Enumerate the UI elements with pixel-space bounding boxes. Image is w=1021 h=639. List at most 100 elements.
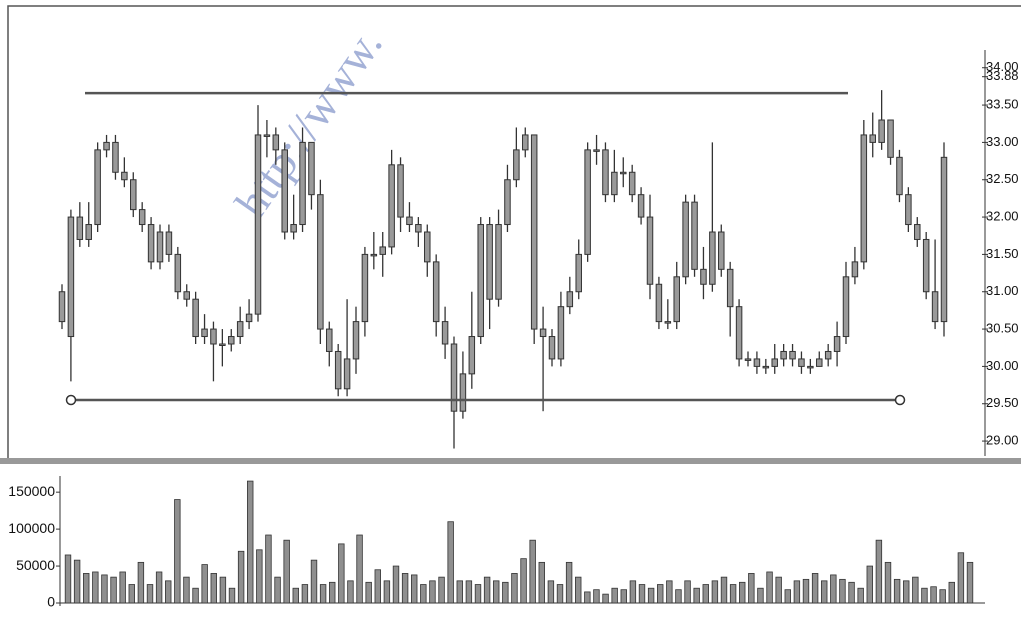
volume-bar [165, 580, 172, 604]
volume-bar [575, 576, 582, 604]
volume-bar [666, 580, 673, 604]
volume-bar [647, 587, 655, 604]
candle-body [299, 141, 306, 226]
candle-body [388, 164, 395, 248]
candle-body [415, 224, 422, 233]
candle-body [530, 134, 538, 330]
volume-bar [383, 580, 391, 604]
candle-body [228, 336, 235, 345]
candle-body [557, 306, 565, 360]
candle-body [878, 119, 885, 143]
candle-body [620, 171, 627, 175]
candle-body [744, 358, 752, 361]
volume-bar [356, 534, 363, 604]
y-tick-label: 29.00 [986, 433, 1019, 448]
volume-bar [520, 558, 527, 604]
volume-bar [702, 584, 709, 604]
y-tick-label: 31.50 [986, 246, 1019, 261]
candle-body [628, 171, 636, 196]
volume-bar [739, 581, 746, 604]
candle-body [548, 336, 556, 360]
candle-body [709, 231, 716, 285]
candle-body [682, 201, 689, 278]
candle-body [593, 149, 600, 152]
candle-body [646, 216, 654, 285]
y-tick-label: 30.00 [986, 358, 1019, 373]
candle-body [780, 350, 787, 360]
candle-body [201, 328, 208, 338]
y-tick-label: 0 [47, 594, 55, 610]
volume-bar [757, 587, 764, 604]
candle-body [326, 328, 333, 352]
volume-bar [821, 580, 828, 604]
candle-body [486, 224, 493, 300]
volume-bar [547, 580, 555, 604]
volume-bar [146, 584, 154, 604]
volume-bar [256, 549, 263, 604]
volume-bar [629, 580, 637, 604]
candle-body [602, 149, 609, 196]
line-handle [65, 394, 77, 406]
candle-body [424, 231, 431, 263]
volume-bar [811, 573, 819, 604]
volume-bar [210, 573, 217, 604]
volume-bar [374, 569, 381, 604]
volume-bar [192, 587, 199, 604]
volume-bar [101, 574, 108, 604]
volume-bar [748, 573, 755, 604]
price-panel [7, 5, 1021, 460]
candle-body [130, 179, 137, 211]
candle-body [468, 336, 476, 375]
volume-bar [893, 578, 901, 604]
volume-bar [92, 571, 99, 604]
candle-body [842, 276, 850, 338]
volume-bar [228, 587, 236, 604]
candle-body [138, 209, 146, 226]
candle-body [85, 224, 92, 240]
volume-bar [237, 550, 245, 604]
candle-body [165, 231, 173, 255]
candle-body [584, 149, 591, 255]
volume-bar [830, 574, 837, 604]
volume-bar [502, 581, 509, 604]
y-tick-label: 34.00 [986, 59, 1019, 74]
volume-bar [784, 589, 791, 604]
volume-bar [766, 571, 773, 604]
volume-bar [903, 580, 910, 604]
volume-bar [247, 480, 254, 604]
candle-body [798, 358, 805, 367]
candle-body [637, 194, 645, 218]
candle-body [851, 261, 859, 278]
volume-bar [338, 543, 345, 604]
candle-body [931, 291, 939, 323]
volume-bar [511, 573, 518, 604]
candle-body [905, 194, 912, 226]
volume-bar [556, 584, 564, 604]
volume-bar [939, 589, 946, 604]
candle-body [254, 134, 262, 315]
volume-bar [593, 589, 600, 604]
candle-body [753, 358, 761, 367]
candle-body [183, 291, 190, 300]
candle-body [76, 216, 84, 240]
candle-body [922, 238, 930, 293]
volume-bar [565, 561, 573, 604]
y-tick-label: 100000 [8, 520, 55, 536]
volume-bar [283, 539, 290, 604]
candle-body [174, 253, 182, 293]
volume-bar [73, 559, 81, 604]
candle-body [156, 231, 164, 263]
volume-bar [711, 580, 719, 604]
volume-bar [329, 581, 336, 604]
volume-bar [793, 580, 801, 604]
volume-bar [538, 561, 545, 604]
volume-bar [83, 573, 90, 604]
volume-bar [912, 576, 919, 604]
candle-body [432, 261, 440, 323]
candle-body [147, 224, 155, 263]
volume-bar [174, 499, 181, 604]
volume-bar [620, 589, 627, 604]
volume-bar [657, 584, 664, 604]
candle-body [726, 268, 734, 308]
volume-bar [875, 539, 883, 604]
